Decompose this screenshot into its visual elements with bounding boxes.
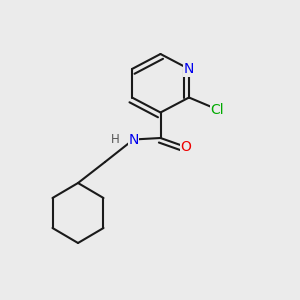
Text: N: N — [184, 62, 194, 76]
Text: Cl: Cl — [211, 103, 224, 116]
Text: O: O — [181, 140, 191, 154]
Text: N: N — [128, 133, 139, 146]
Text: H: H — [110, 133, 119, 146]
